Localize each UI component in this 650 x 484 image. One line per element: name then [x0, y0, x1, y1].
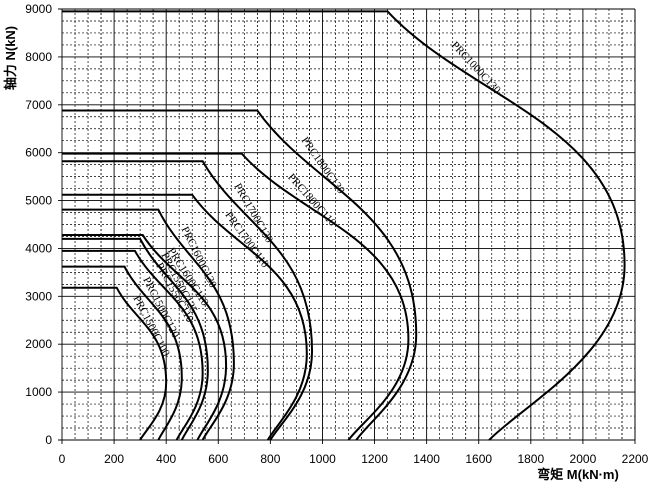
x-tick-label: 200: [104, 452, 124, 466]
y-axis-ticks: 0 1000 2000 3000 4000 5000 6000 7000 8000 9000: [25, 2, 52, 447]
y-tick-label: 2000: [25, 337, 52, 351]
x-tick-label: 0: [59, 452, 66, 466]
curve-labels: PRC1000C130PRC1800C130PRC1800C110PRC1700…: [130, 39, 503, 358]
curve-prc1000c130: [62, 10, 626, 441]
curve-prc1550c110: [62, 249, 204, 441]
x-tick-label: 1200: [361, 452, 388, 466]
curve-prc1500c100: [62, 286, 168, 441]
curve-prc1800c130: [62, 109, 418, 441]
curve-prc1600c130: [62, 208, 235, 441]
y-tick-label: 0: [45, 433, 52, 447]
curve-prc1700c130: [62, 160, 314, 441]
x-tick-label: 1000: [309, 452, 336, 466]
y-tick-label: 7000: [25, 98, 52, 112]
curves: [62, 10, 626, 441]
curve-prc1800c110: [62, 152, 410, 441]
y-tick-label: 8000: [25, 50, 52, 64]
curve-prc1700c110: [62, 193, 308, 441]
y-axis-title: 轴力 N(kN): [3, 26, 18, 90]
x-tick-label: 2200: [622, 452, 649, 466]
grid: [58, 8, 636, 444]
x-tick-label: 800: [260, 452, 280, 466]
x-tick-label: 600: [208, 452, 228, 466]
curve-prc1550c125: [62, 237, 209, 441]
y-tick-label: 9000: [25, 2, 52, 16]
y-tick-label: 3000: [25, 289, 52, 303]
x-tick-label: 1400: [413, 452, 440, 466]
y-tick-label: 5000: [25, 194, 52, 208]
x-axis-title: 弯矩 M(kN·m): [537, 467, 619, 482]
x-tick-label: 2000: [570, 452, 597, 466]
curve-prc1600c110: [62, 234, 228, 441]
y-tick-label: 4000: [25, 241, 52, 255]
x-tick-label: 1800: [517, 452, 544, 466]
y-tick-label: 6000: [25, 146, 52, 160]
y-tick-label: 1000: [25, 385, 52, 399]
x-axis-ticks: 0 200 400 600 800 1000 1200 1400 1600 1800 2000 220…: [59, 452, 649, 466]
curve-prc1500c120: [62, 265, 183, 441]
x-tick-label: 1600: [465, 452, 492, 466]
x-tick-label: 400: [156, 452, 176, 466]
